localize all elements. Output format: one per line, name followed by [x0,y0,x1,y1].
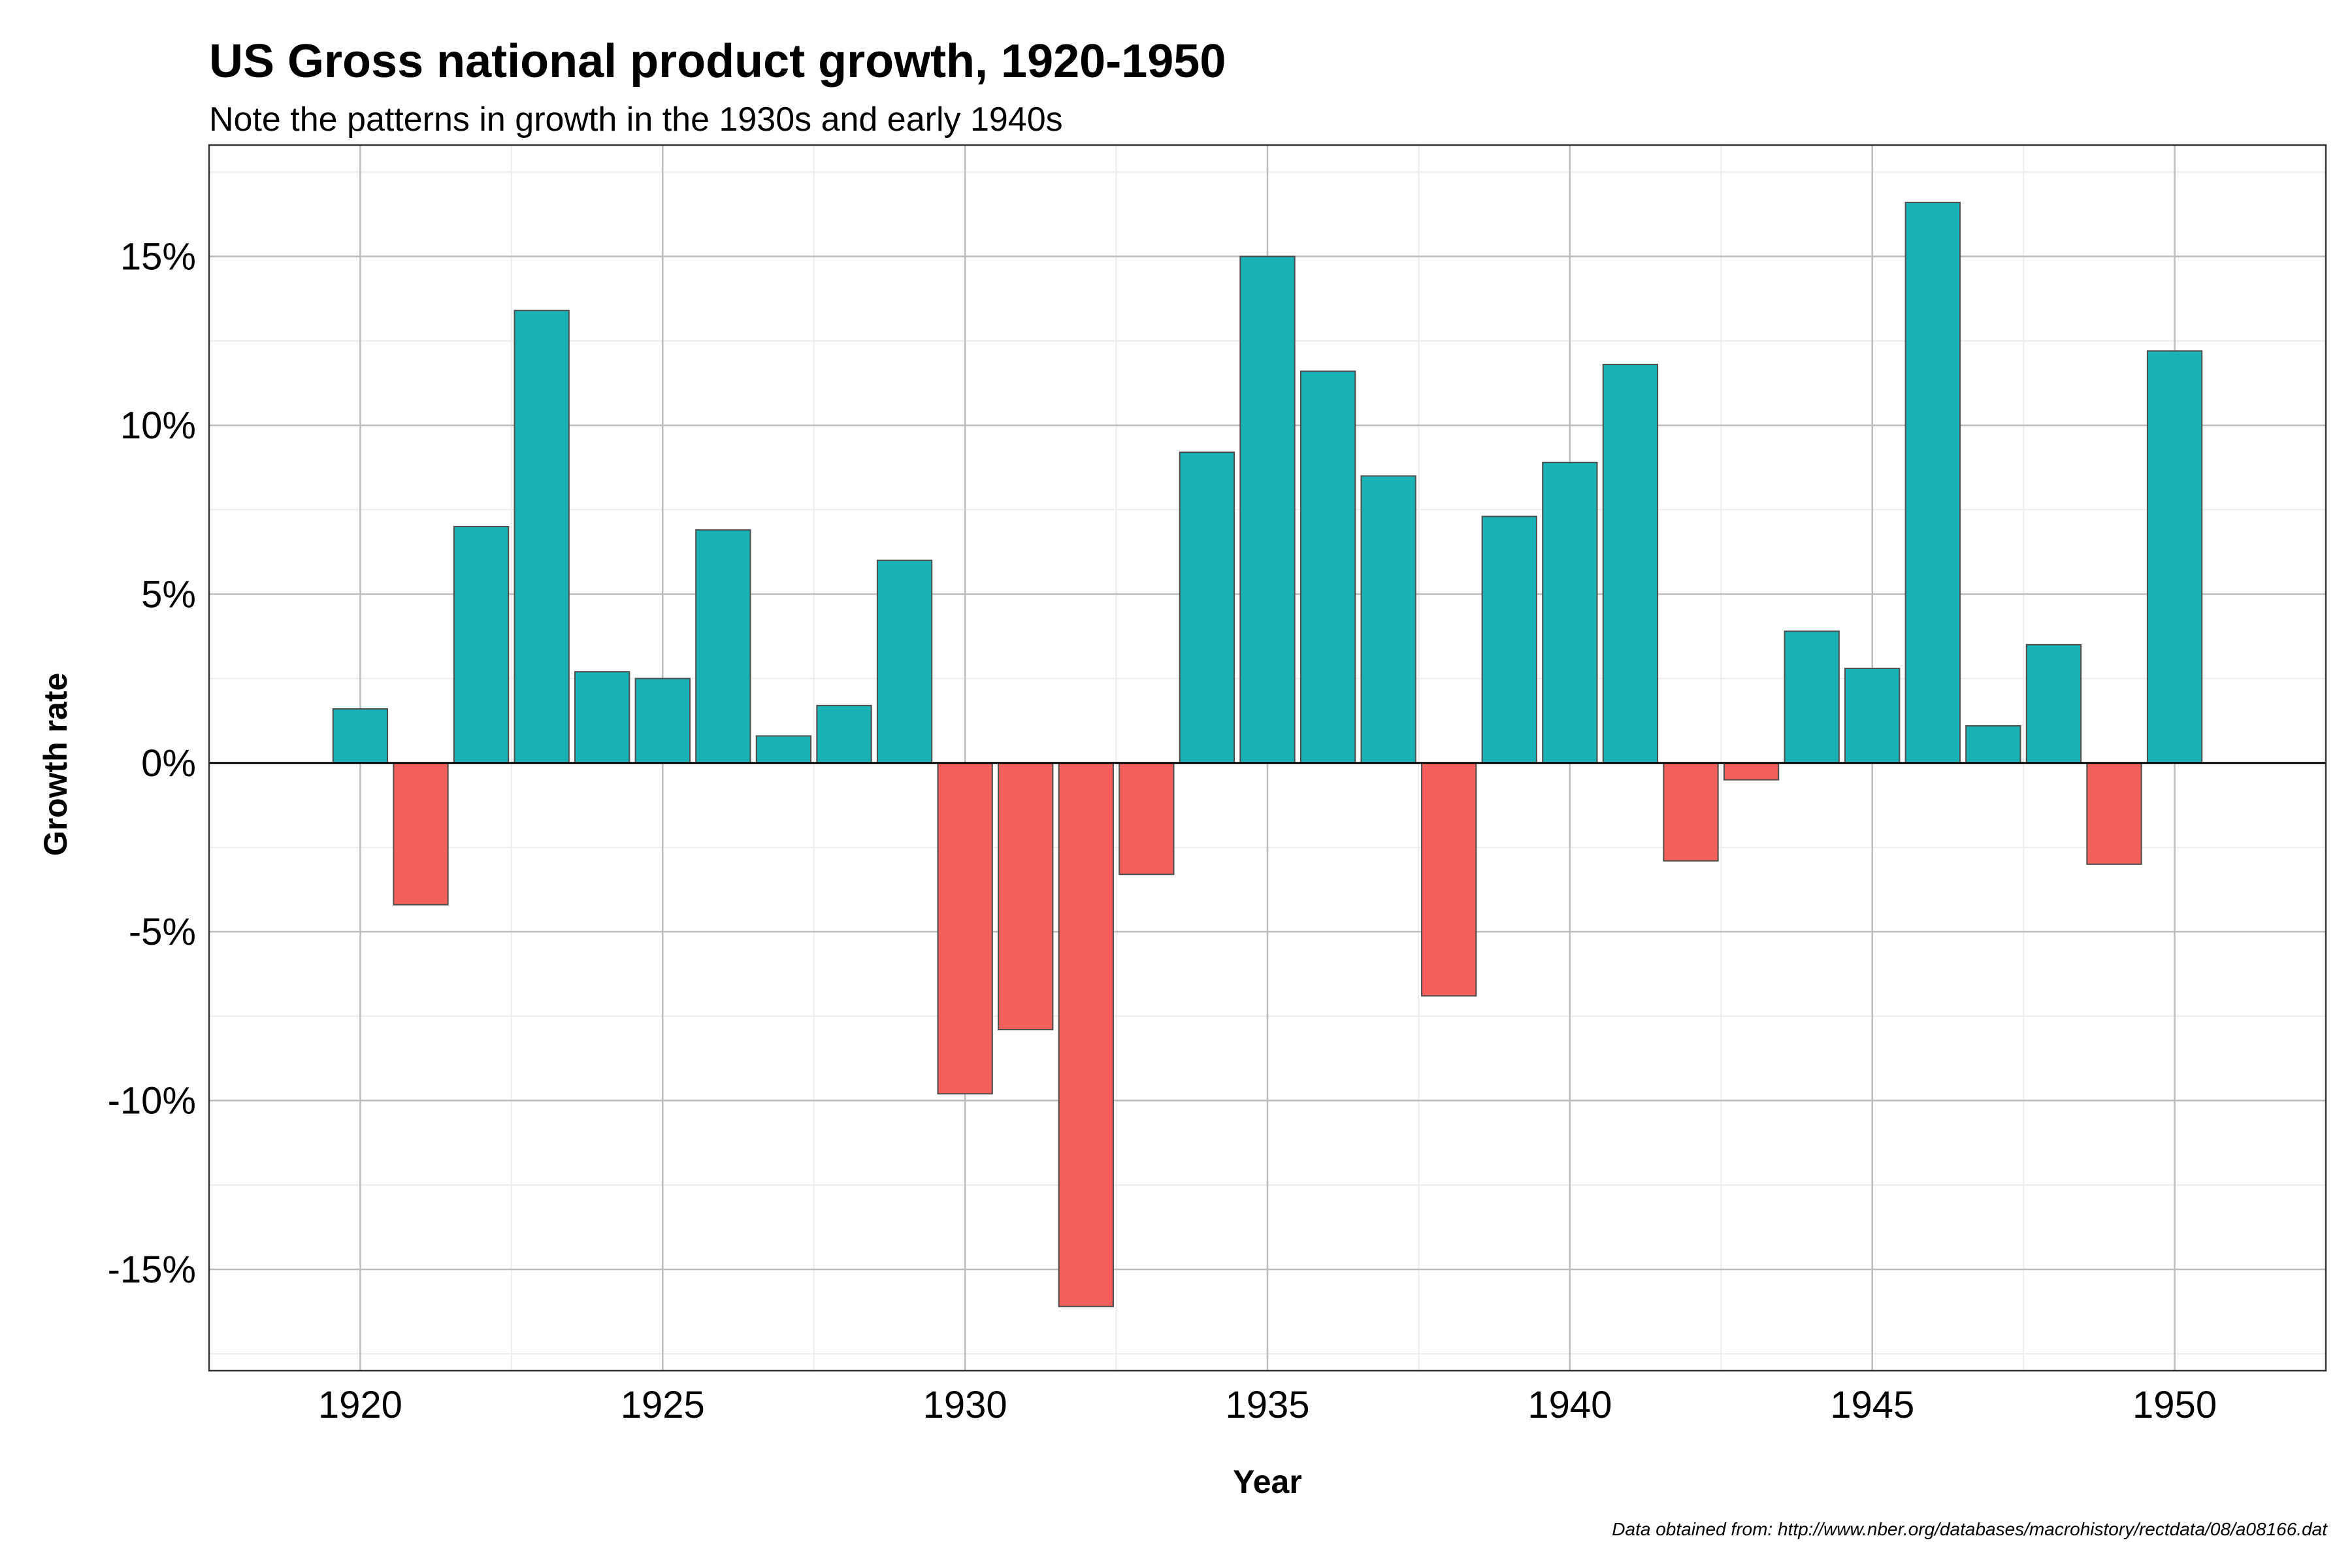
x-tick-label: 1945 [1830,1384,1914,1426]
x-tick-label: 1935 [1225,1384,1309,1426]
y-tick-label: 10% [120,404,196,447]
bar-1948 [2025,644,2082,764]
x-axis-title: Year [1233,1463,1302,1500]
bar-1945 [1844,668,1901,764]
y-tick-label: 5% [141,573,196,615]
chart-subtitle: Note the patterns in growth in the 1930s… [209,101,1063,139]
bar-1950 [2146,350,2203,764]
bar-1927 [755,735,812,764]
bar-1922 [453,525,510,764]
y-tick-label: 15% [120,236,196,278]
bar-1933 [1119,762,1175,875]
bar-1934 [1179,451,1235,764]
bar-1928 [816,704,872,764]
x-axis-ticks: 1920 1925 1930 1935 1940 1945 1950 [318,1384,2217,1426]
x-tick-label: 1930 [923,1384,1007,1426]
bar-1930 [937,762,993,1095]
bar-1947 [1965,725,2021,764]
bar-1939 [1481,515,1537,764]
bar-1923 [514,310,570,764]
x-tick-label: 1950 [2132,1384,2217,1426]
bar-1926 [695,529,751,764]
y-axis-ticks: -15% -10% -5% 0% 5% 10% 15% [108,236,196,1291]
bar-1932 [1058,762,1114,1307]
bar-1949 [2086,762,2142,865]
x-tick-label: 1920 [318,1384,402,1426]
bar-1944 [1784,630,1840,764]
bars [332,201,2203,1307]
bar-1943 [1723,762,1780,781]
bar-1931 [998,762,1054,1031]
data-source-caption: Data obtained from: http://www.nber.org/… [1612,1519,2328,1539]
bar-1924 [574,671,630,764]
y-tick-label: -15% [108,1249,196,1291]
bar-1937 [1360,475,1416,764]
panel-border [208,144,2327,1372]
x-tick-label: 1940 [1527,1384,1612,1426]
bar-1946 [1904,201,1961,764]
bar-1935 [1239,255,1296,764]
y-tick-label: -10% [108,1080,196,1122]
bar-1938 [1421,762,1477,997]
bar-1920 [332,708,389,764]
x-tick-label: 1925 [621,1384,705,1426]
y-tick-label: -5% [129,911,196,953]
chart-title: US Gross national product growth, 1920-1… [209,35,1226,88]
bar-1936 [1299,370,1356,764]
bar-1929 [876,559,933,764]
y-tick-label: 0% [141,742,196,785]
bar-1941 [1602,363,1659,764]
bar-1921 [393,762,449,906]
bar-1940 [1542,461,1598,764]
y-axis-title: Growth rate [37,673,74,857]
bar-1925 [634,678,691,764]
bar-1942 [1663,762,1719,862]
